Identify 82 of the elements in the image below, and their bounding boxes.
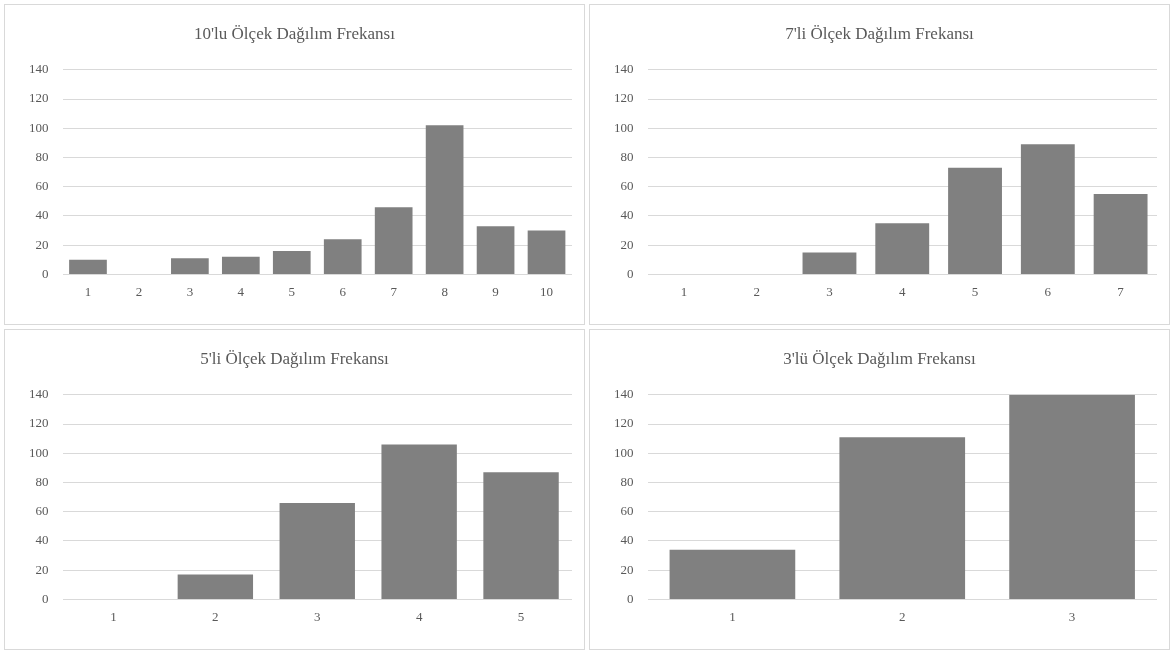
y-tick-label: 120 [29, 90, 49, 106]
bar [1009, 394, 1135, 599]
bar [171, 258, 209, 274]
y-tick-label: 140 [29, 386, 49, 402]
x-tick-label: 5 [517, 608, 525, 624]
x-tick-label: 7 [390, 283, 398, 299]
x-tick-label: 2 [212, 608, 219, 624]
x-tick-label: 5 [971, 283, 979, 299]
y-tick-label: 40 [620, 207, 634, 223]
x-tick-label: 1 [729, 608, 736, 624]
bar [177, 574, 254, 599]
y-tick-label: 140 [614, 61, 634, 77]
y-tick-label: 0 [627, 590, 634, 606]
bar [669, 549, 796, 599]
x-tick-label: 6 [1044, 283, 1052, 299]
y-tick-label: 80 [620, 148, 634, 164]
y-tick-label: 20 [620, 561, 634, 577]
bar [948, 167, 1002, 274]
y-tick-label: 100 [614, 119, 634, 135]
x-tick-label: 3 [314, 608, 321, 624]
y-tick-label: 0 [42, 265, 49, 281]
y-tick-label: 140 [29, 61, 49, 77]
bar [839, 437, 966, 599]
y-tick-label: 80 [35, 148, 49, 164]
bar [483, 472, 559, 599]
y-tick-label: 60 [620, 503, 634, 519]
y-tick-label: 0 [42, 590, 49, 606]
x-tick-label: 5 [288, 283, 296, 299]
y-tick-label: 60 [35, 503, 49, 519]
chart-title: 7'li Ölçek Dağılım Frekansı [784, 24, 975, 45]
chart-title: 5'li Ölçek Dağılım Frekansı [199, 349, 390, 370]
x-tick-label: 2 [753, 283, 760, 299]
bar [69, 259, 107, 274]
y-tick-label: 20 [35, 561, 49, 577]
y-tick-label: 40 [35, 532, 49, 548]
x-tick-label: 3 [186, 283, 194, 299]
x-tick-label: 4 [899, 283, 906, 299]
bar [1020, 144, 1075, 274]
bar [272, 251, 311, 274]
y-tick-label: 100 [614, 444, 634, 460]
y-tick-label: 40 [620, 532, 634, 548]
y-tick-label: 100 [29, 444, 49, 460]
bar [425, 125, 464, 274]
y-tick-label: 120 [29, 415, 49, 431]
y-tick-label: 100 [29, 119, 49, 135]
bar [221, 256, 260, 274]
y-tick-label: 60 [35, 178, 49, 194]
x-tick-label: 4 [237, 283, 245, 299]
x-tick-label: 1 [680, 283, 688, 299]
bar [1093, 194, 1148, 274]
bar [381, 444, 457, 599]
x-tick-label: 1 [84, 283, 92, 299]
y-tick-label: 80 [35, 473, 49, 489]
x-tick-label: 8 [441, 283, 448, 299]
y-tick-label: 120 [614, 90, 634, 106]
x-tick-label: 3 [826, 283, 833, 299]
x-tick-label: 6 [339, 283, 347, 299]
y-tick-label: 20 [35, 236, 49, 252]
y-tick-label: 120 [614, 415, 634, 431]
x-tick-label: 2 [899, 608, 906, 624]
y-tick-label: 20 [620, 236, 634, 252]
x-tick-label: 3 [1068, 608, 1076, 624]
bar [323, 239, 362, 274]
bar [279, 502, 355, 599]
bar [527, 230, 566, 274]
x-tick-label: 1 [110, 608, 117, 624]
y-tick-label: 0 [627, 265, 634, 281]
y-tick-label: 40 [35, 207, 49, 223]
x-tick-label: 2 [135, 283, 143, 299]
bar [374, 207, 413, 274]
y-tick-label: 140 [614, 386, 634, 402]
y-tick-label: 60 [620, 178, 634, 194]
chart-title: 10'lu Ölçek Dağılım Frekansı [193, 24, 396, 45]
x-tick-label: 9 [492, 283, 499, 299]
x-tick-label: 7 [1117, 283, 1125, 299]
x-tick-label: 10 [540, 283, 554, 299]
bar [802, 252, 857, 274]
bar [476, 226, 515, 274]
bar [875, 223, 930, 274]
chart-title: 3'lü Ölçek Dağılım Frekansı [782, 349, 977, 370]
x-tick-label: 4 [415, 608, 423, 624]
y-tick-label: 80 [620, 473, 634, 489]
